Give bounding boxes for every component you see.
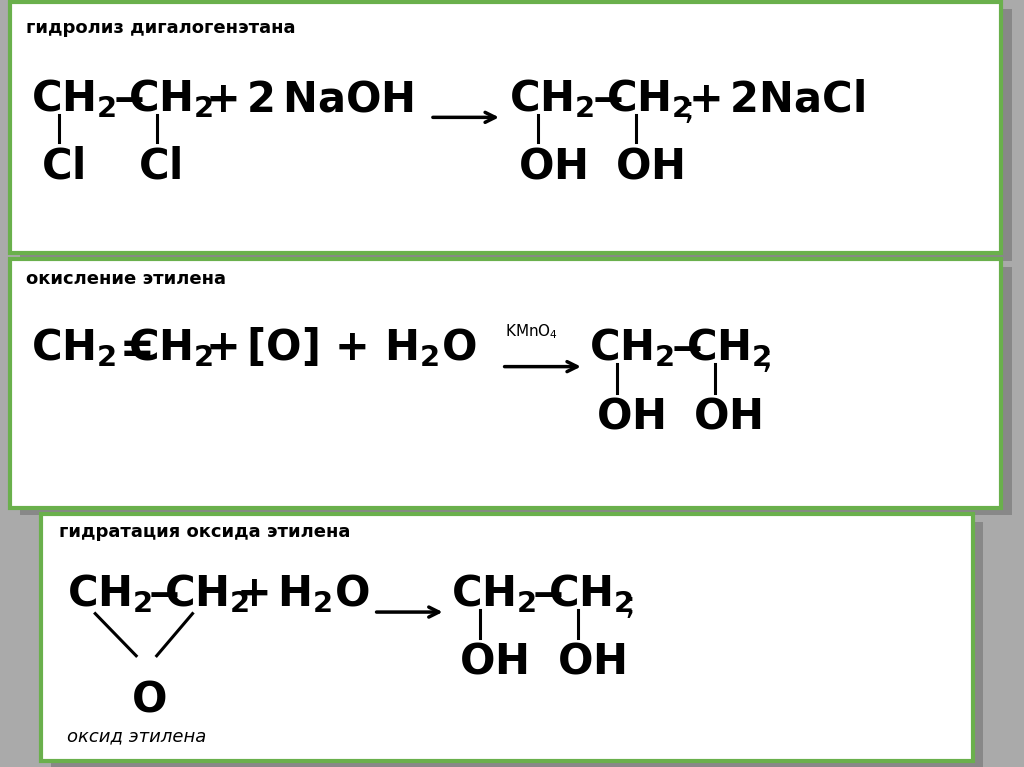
Text: $\mathbf{-}$: $\mathbf{-}$ [146, 573, 179, 615]
Text: ;: ; [762, 342, 773, 375]
Text: $\mathbf{OH}$: $\mathbf{OH}$ [596, 395, 665, 437]
Text: $\mathbf{Cl}$: $\mathbf{Cl}$ [138, 146, 181, 188]
Text: $\mathbf{+\,2\,NaOH}$: $\mathbf{+\,2\,NaOH}$ [205, 78, 414, 120]
Text: $\mathbf{+\,2NaCl}$: $\mathbf{+\,2NaCl}$ [688, 78, 865, 120]
Text: гидролиз дигалогенэтана: гидролиз дигалогенэтана [26, 19, 295, 37]
Text: $\mathbf{Cl}$: $\mathbf{Cl}$ [41, 146, 84, 188]
Text: $\mathbf{CH_2}$: $\mathbf{CH_2}$ [128, 77, 213, 120]
Text: $\mathbf{CH_2}$: $\mathbf{CH_2}$ [31, 77, 116, 120]
Text: $\mathbf{CH_2}$: $\mathbf{CH_2}$ [128, 327, 213, 370]
Text: $\mathbf{CH_2}$: $\mathbf{CH_2}$ [589, 327, 674, 370]
Text: $\mathrm{KMnO_4}$: $\mathrm{KMnO_4}$ [505, 323, 558, 341]
Text: $\mathbf{OH}$: $\mathbf{OH}$ [459, 640, 527, 683]
Text: окисление этилена: окисление этилена [26, 270, 225, 288]
Text: $\mathbf{CH_2}$: $\mathbf{CH_2}$ [509, 77, 594, 120]
Text: $\mathbf{CH_2}$: $\mathbf{CH_2}$ [606, 77, 691, 120]
Text: $\mathbf{OH}$: $\mathbf{OH}$ [693, 395, 762, 437]
Text: $\mathbf{CH_2}$: $\mathbf{CH_2}$ [67, 572, 152, 615]
Text: $\mathbf{CH_2}$: $\mathbf{CH_2}$ [686, 327, 771, 370]
Text: ;: ; [683, 93, 694, 126]
Text: $\mathbf{O}$: $\mathbf{O}$ [131, 679, 167, 721]
Text: $\mathbf{-}$: $\mathbf{-}$ [111, 78, 143, 120]
Text: $\mathbf{CH_2}$: $\mathbf{CH_2}$ [164, 572, 249, 615]
FancyBboxPatch shape [10, 2, 1001, 253]
Text: гидратация оксида этилена: гидратация оксида этилена [59, 523, 351, 541]
FancyBboxPatch shape [20, 267, 1012, 515]
Text: $\mathbf{CH_2}$: $\mathbf{CH_2}$ [548, 572, 633, 615]
FancyBboxPatch shape [41, 514, 973, 761]
Text: $\mathbf{+\,H_2O}$: $\mathbf{+\,H_2O}$ [236, 572, 370, 615]
Text: $\mathbf{=}$: $\mathbf{=}$ [111, 328, 152, 370]
Text: оксид этилена: оксид этилена [67, 728, 206, 746]
Text: $\mathbf{CH_2}$: $\mathbf{CH_2}$ [451, 572, 536, 615]
Text: $\mathbf{OH}$: $\mathbf{OH}$ [615, 146, 684, 188]
Text: $\mathbf{CH_2}$: $\mathbf{CH_2}$ [31, 327, 116, 370]
FancyBboxPatch shape [20, 9, 1012, 261]
Text: $\mathbf{OH}$: $\mathbf{OH}$ [518, 146, 587, 188]
FancyBboxPatch shape [51, 522, 983, 767]
Text: ;: ; [625, 588, 636, 621]
FancyBboxPatch shape [10, 259, 1001, 508]
Text: $\mathbf{-}$: $\mathbf{-}$ [590, 78, 623, 120]
Text: $\mathbf{+\,[O]\,+\,H_2O}$: $\mathbf{+\,[O]\,+\,H_2O}$ [205, 325, 476, 370]
Text: $\mathbf{OH}$: $\mathbf{OH}$ [557, 640, 626, 683]
Text: $\mathbf{-}$: $\mathbf{-}$ [530, 573, 563, 615]
Text: $\mathbf{-}$: $\mathbf{-}$ [669, 328, 701, 370]
